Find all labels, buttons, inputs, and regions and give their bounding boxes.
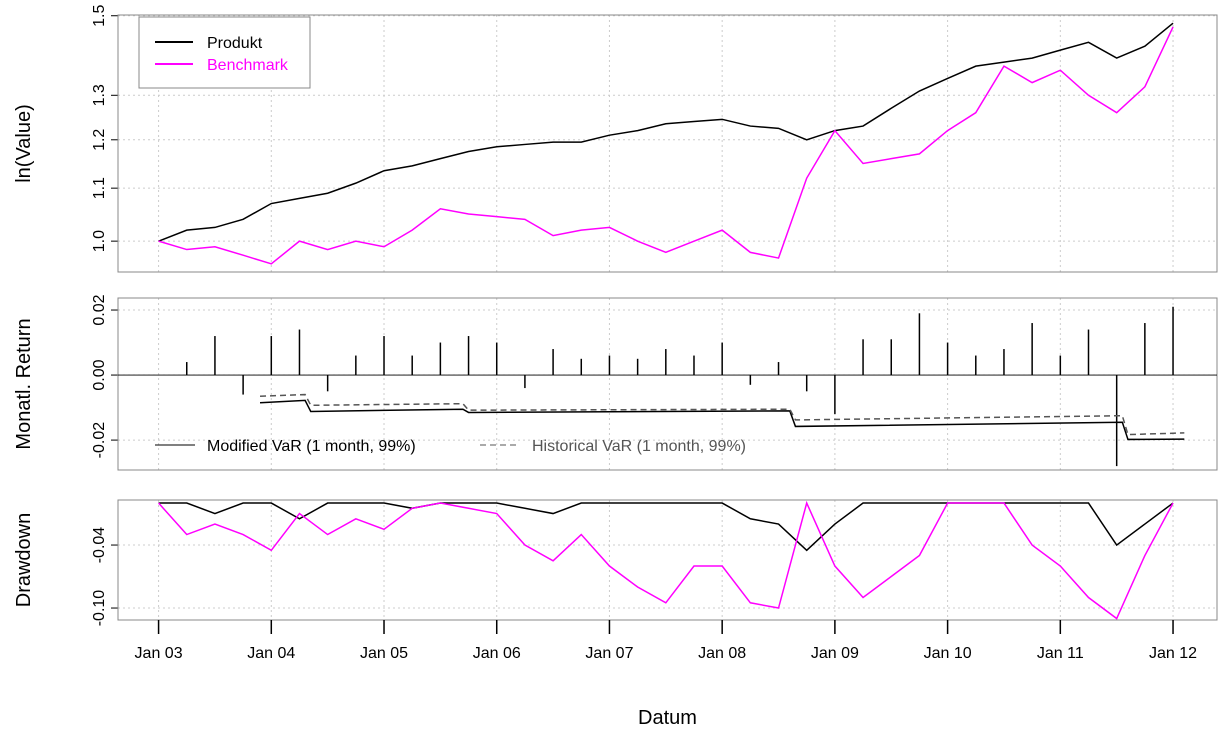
x-tick-label: Jan 04 bbox=[247, 645, 295, 662]
series-line bbox=[158, 22, 1174, 242]
y-axis-label: Drawdown bbox=[13, 513, 35, 607]
legend-label: Historical VaR (1 month, 99%) bbox=[532, 438, 746, 455]
x-tick-label: Jan 09 bbox=[811, 645, 859, 662]
x-tick-label: Jan 08 bbox=[698, 645, 746, 662]
y-tick-label: 1.0 bbox=[91, 230, 108, 252]
y-tick-label: -0.10 bbox=[91, 590, 108, 627]
x-tick-label: Jan 10 bbox=[924, 645, 972, 662]
x-tick-label: Jan 12 bbox=[1149, 645, 1197, 662]
legend-label: Modified VaR (1 month, 99%) bbox=[207, 438, 416, 455]
x-axis-label: Datum bbox=[638, 707, 697, 729]
series-line bbox=[259, 393, 1185, 436]
y-tick-label: -0.02 bbox=[91, 422, 108, 459]
y-tick-label: 1.3 bbox=[91, 84, 108, 106]
legend-box bbox=[138, 16, 311, 89]
series-line bbox=[158, 26, 1174, 265]
x-tick-label: Jan 06 bbox=[473, 645, 521, 662]
y-tick-label: 0.00 bbox=[91, 359, 108, 390]
series-line bbox=[158, 502, 1174, 552]
x-tick-label: Jan 03 bbox=[135, 645, 183, 662]
plot-frame bbox=[117, 499, 1218, 621]
y-tick-label: 1.1 bbox=[91, 177, 108, 199]
legend-label: Produkt bbox=[207, 35, 263, 52]
y-axis-label: ln(Value) bbox=[13, 104, 35, 183]
y-tick-label: -0.04 bbox=[91, 527, 108, 564]
y-tick-label: 0.02 bbox=[91, 294, 108, 325]
x-tick-label: Jan 11 bbox=[1037, 645, 1084, 662]
plot-frame bbox=[117, 14, 1218, 273]
y-tick-label: 1.5 bbox=[91, 5, 108, 27]
series-line bbox=[158, 500, 1174, 620]
y-axis-label: Monatl. Return bbox=[13, 318, 35, 449]
x-tick-label: Jan 07 bbox=[585, 645, 633, 662]
legend-label: Benchmark bbox=[207, 57, 289, 74]
x-tick-label: Jan 05 bbox=[360, 645, 408, 662]
plot-frame bbox=[117, 297, 1218, 471]
series-line bbox=[259, 399, 1185, 441]
y-tick-label: 1.2 bbox=[91, 129, 108, 151]
